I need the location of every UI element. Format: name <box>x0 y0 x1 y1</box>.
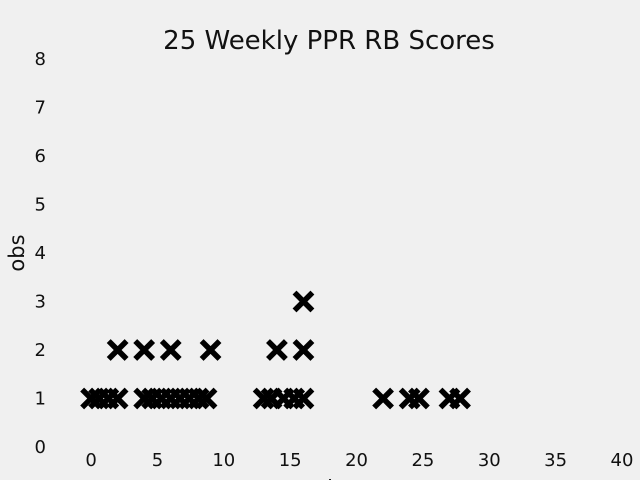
y-tick-label: 5 <box>35 195 46 216</box>
y-tick-label: 8 <box>35 49 46 70</box>
chart-title: 25 Weekly PPR RB Scores <box>163 26 495 56</box>
data-point-marker <box>449 387 471 410</box>
y-tick-label: 1 <box>35 389 46 410</box>
data-points <box>80 290 471 410</box>
data-point-marker <box>292 290 315 313</box>
data-point-marker <box>159 339 182 361</box>
y-tick-label: 4 <box>35 243 46 264</box>
data-point-marker <box>372 387 394 410</box>
y-axis-ticks: 0 1 2 3 4 5 6 7 8 <box>35 49 46 458</box>
y-tick-label: 7 <box>35 98 46 119</box>
x-axis-label: pts <box>314 475 347 480</box>
x-tick-label: 40 <box>611 450 634 471</box>
data-point-marker <box>292 387 315 410</box>
x-tick-label: 25 <box>411 450 434 471</box>
x-tick-label: 30 <box>478 450 501 471</box>
data-point-marker <box>106 339 129 361</box>
x-tick-label: 0 <box>85 450 96 471</box>
y-tick-label: 0 <box>35 437 46 458</box>
data-point-marker <box>266 339 288 361</box>
x-tick-label: 20 <box>345 450 368 471</box>
x-tick-label: 10 <box>212 450 235 471</box>
y-tick-label: 2 <box>35 340 46 361</box>
x-axis-ticks: 0 5 10 15 20 25 30 35 40 <box>85 450 633 471</box>
x-tick-label: 5 <box>152 450 163 471</box>
data-point-marker <box>292 339 315 361</box>
y-tick-label: 6 <box>35 146 46 167</box>
y-tick-label: 3 <box>35 292 46 313</box>
data-point-marker <box>199 339 222 361</box>
x-tick-label: 15 <box>279 450 302 471</box>
y-axis-label: obs <box>5 234 29 271</box>
data-point-marker <box>408 387 430 410</box>
x-tick-label: 35 <box>544 450 567 471</box>
data-point-marker <box>106 387 129 410</box>
data-point-marker <box>195 387 218 410</box>
data-point-marker <box>133 339 156 361</box>
